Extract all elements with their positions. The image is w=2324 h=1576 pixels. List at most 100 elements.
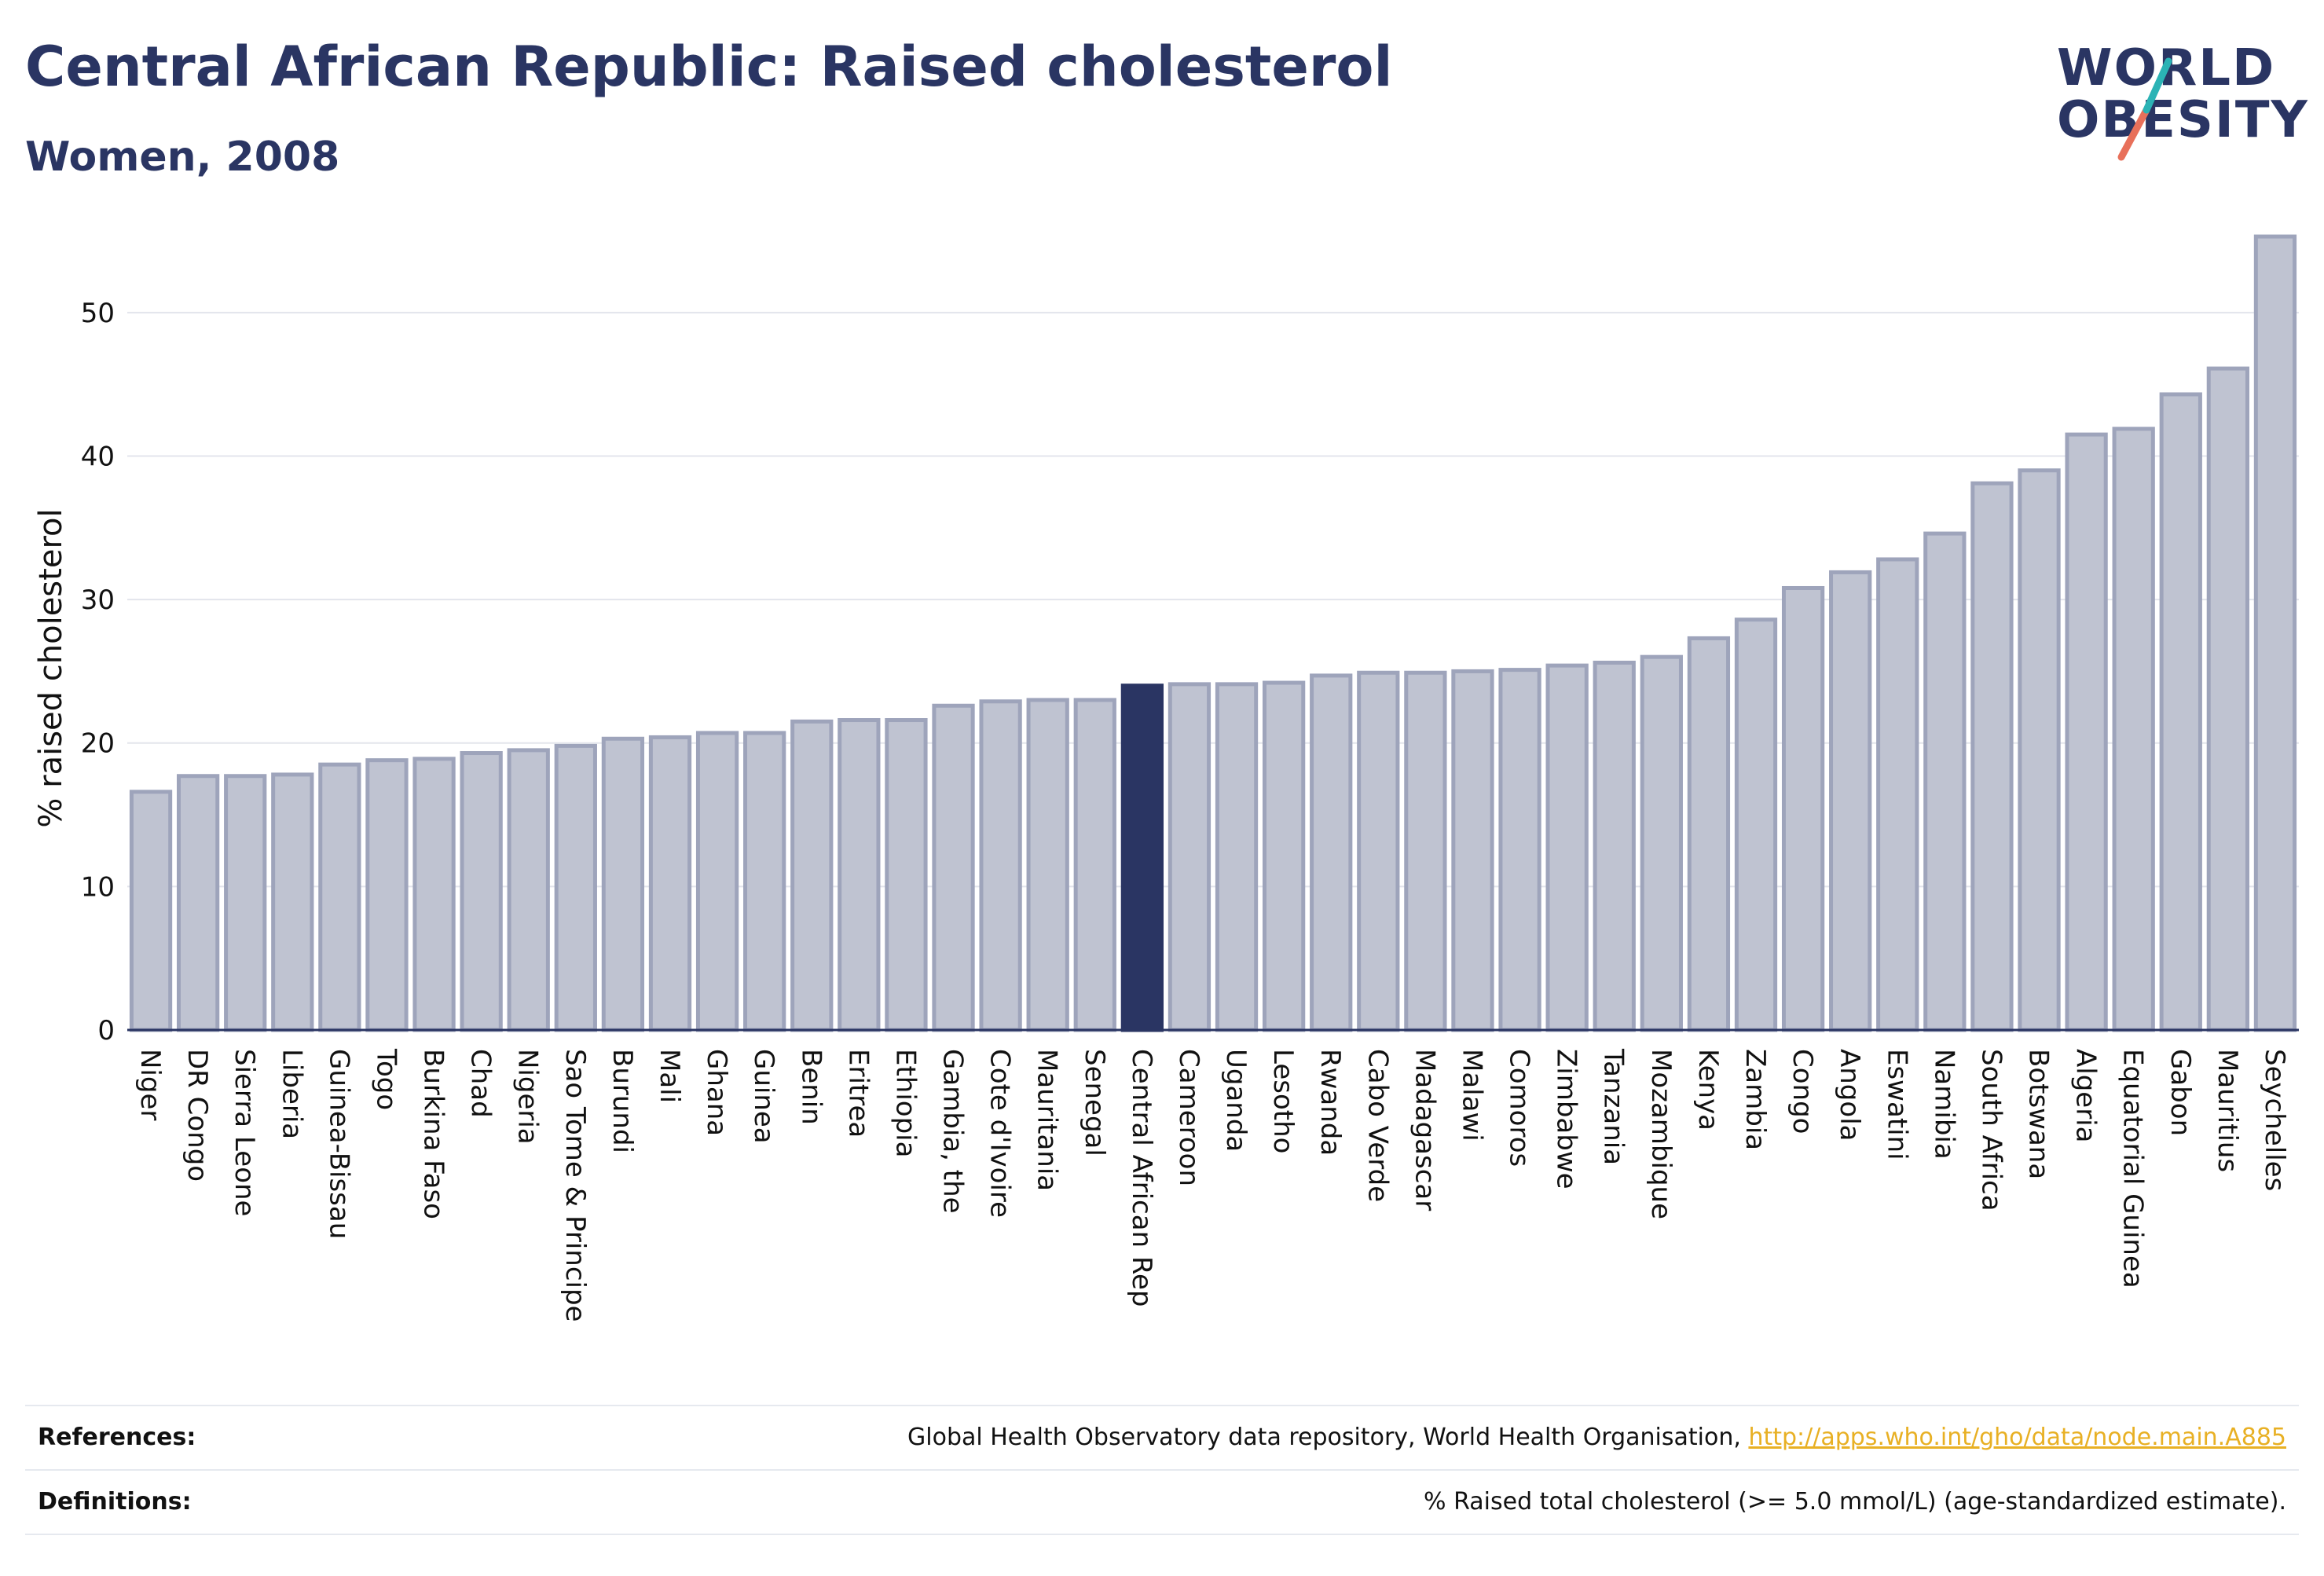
bar-mauritius[interactable] [2206,366,2250,1032]
x-tick-label: Zimbabwe [1551,1049,1582,1189]
bar-dr-congo[interactable] [176,774,220,1032]
bar-south-africa[interactable] [1970,481,2014,1032]
x-tick-label: Mozambique [1645,1049,1677,1219]
x-tick-label: Guinea-Bissau [323,1049,354,1239]
x-tick-label: Uganda [1220,1049,1252,1152]
bar-algeria[interactable] [2065,432,2108,1032]
bar-sierra-leone[interactable] [224,774,267,1032]
bar-guinea[interactable] [743,731,786,1032]
x-tick-label: Angola [1834,1049,1865,1141]
x-tick-label: Mali [654,1049,685,1103]
bar-angola[interactable] [1829,570,1872,1032]
x-tick-label: Eswatini [1881,1049,1912,1160]
bar-eswatini[interactable] [1876,557,1919,1032]
x-tick-label: Senegal [1079,1049,1110,1156]
x-tick-label: Liberia [276,1049,307,1139]
x-tick-label: Nigeria [512,1049,544,1145]
bar-nigeria[interactable] [507,748,550,1032]
x-tick-label: Malawi [1456,1049,1487,1142]
bar-liberia[interactable] [271,772,314,1032]
y-axis-ticks: 0 10 20 30 40 50 [81,298,115,1046]
bar-tanzania[interactable] [1593,660,1636,1032]
bar-mali[interactable] [648,735,692,1032]
x-tick-label: Ethiopia [889,1049,921,1157]
x-tick-label: South Africa [1975,1049,2007,1211]
x-tick-label: DR Congo [181,1049,213,1182]
x-tick-label: Cote d'Ivoire [984,1049,1016,1218]
x-tick-label: Gambia, the [937,1049,969,1214]
references-link[interactable]: http://apps.who.int/gho/data/node.main.A… [1748,1424,2286,1451]
x-tick-label: Zambia [1739,1049,1771,1150]
x-axis-labels: Niger DR Congo Sierra Leone Liberia Guinea-B… [134,1048,2290,1322]
bar-mozambique[interactable] [1640,654,1683,1032]
bar-benin[interactable] [790,719,834,1032]
references-text: Global Health Observatory data repositor… [907,1424,2286,1451]
y-tick-label: 40 [81,441,115,472]
x-tick-label: Rwanda [1314,1049,1346,1156]
x-tick-label: Sierra Leone [229,1049,260,1216]
y-axis-title: % raised cholesterol [33,508,69,827]
bar-burkina-faso[interactable] [412,757,456,1032]
bar-kenya[interactable] [1687,636,1731,1032]
bar-niger[interactable] [129,790,173,1032]
x-tick-label: Ghana [701,1049,732,1136]
footer-divider [25,1534,2299,1535]
bar-seychelles[interactable] [2253,234,2297,1032]
bar-mauritania[interactable] [1026,698,1069,1032]
bar-madagascar[interactable] [1404,670,1447,1032]
x-tick-label: Guinea [748,1049,779,1144]
x-tick-label: Niger [134,1049,166,1120]
bar-uganda[interactable] [1215,682,1259,1032]
x-tick-label: Botswana [2023,1049,2055,1179]
x-tick-label: Gabon [2165,1049,2196,1136]
x-tick-label: Cameroon [1173,1049,1204,1186]
bar-namibia[interactable] [1923,531,1967,1032]
x-tick-label: Madagascar [1409,1049,1440,1211]
bar-gambia-the[interactable] [932,703,975,1032]
x-tick-label: Benin [795,1049,827,1125]
chart-subtitle: Women, 2008 [25,134,340,181]
references-row: References: Global Health Observatory da… [25,1405,2299,1469]
bar-central-african-rep[interactable] [1120,684,1164,1032]
logo-slash-icon [2117,57,2172,161]
bar-rwanda[interactable] [1310,673,1353,1032]
bar-zambia[interactable] [1734,618,1778,1032]
bar-cote-d-ivoire[interactable] [979,699,1022,1032]
bars [129,234,2297,1032]
bar-equatorial-guinea[interactable] [2112,427,2155,1032]
bar-senegal[interactable] [1073,698,1116,1032]
x-tick-label: Equatorial Guinea [2117,1049,2149,1288]
x-tick-label: Congo [1787,1049,1818,1134]
x-tick-label: Sao Tome & Principe [559,1049,591,1322]
y-tick-label: 30 [81,585,115,616]
bar-cabo-verde[interactable] [1357,670,1400,1032]
y-tick-label: 20 [81,728,115,760]
chart-title: Central African Republic: Raised cholest… [25,35,1393,99]
bar-zimbabwe[interactable] [1545,663,1589,1032]
x-tick-label: Namibia [1928,1049,1959,1160]
x-tick-label: Eritrea [842,1049,874,1138]
y-tick-label: 10 [81,871,115,903]
bar-eritrea[interactable] [838,718,881,1032]
bar-ethiopia[interactable] [885,718,928,1032]
bar-chad[interactable] [460,751,503,1032]
bar-togo[interactable] [365,758,409,1032]
bar-burundi[interactable] [601,736,645,1032]
definitions-row: Definitions: % Raised total cholesterol … [25,1469,2299,1534]
bar-comoros[interactable] [1498,668,1541,1032]
bar-botswana[interactable] [2018,468,2061,1032]
definitions-text: % Raised total cholesterol (>= 5.0 mmol/… [1424,1488,2286,1516]
references-source: Global Health Observatory data repositor… [907,1424,1749,1451]
bar-lesotho[interactable] [1262,680,1306,1032]
bar-gabon[interactable] [2159,392,2202,1032]
bar-congo[interactable] [1781,585,1825,1032]
bar-guinea-bissau[interactable] [318,762,361,1032]
bar-ghana[interactable] [695,731,739,1032]
bar-malawi[interactable] [1451,669,1494,1032]
references-label: References: [38,1424,196,1451]
bar-cameroon[interactable] [1167,682,1211,1032]
bar-sao-tome-principe[interactable] [554,743,597,1032]
bar-chart: 0 10 20 30 40 50 Niger DR Congo Sierra Leone Lib… [33,234,2299,1322]
x-tick-label: Togo [370,1048,401,1110]
x-tick-label: Burkina Faso [418,1049,449,1219]
